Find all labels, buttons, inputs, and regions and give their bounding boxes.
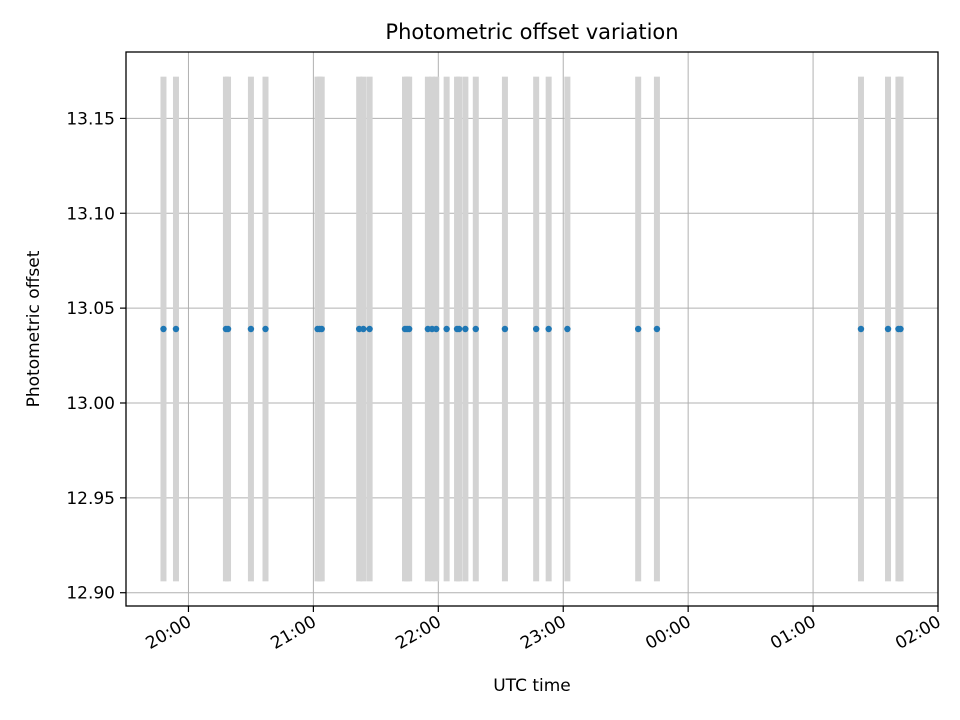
data-point <box>262 325 269 333</box>
x-axis-label: UTC time <box>493 676 571 696</box>
y-axis: 12.90 12.95 13.00 13.05 13.10 13.15 <box>66 109 126 604</box>
data-point <box>884 325 892 333</box>
plot-frame <box>125 51 939 607</box>
data-point <box>545 325 552 333</box>
y-tick-label: 13.05 <box>66 299 115 319</box>
data-point <box>857 325 865 333</box>
chart-title: Photometric offset variation <box>385 20 678 44</box>
data-point <box>318 325 325 333</box>
data-point <box>247 325 255 333</box>
y-tick-label: 13.00 <box>66 394 115 414</box>
data-point <box>455 325 463 333</box>
data-point <box>172 325 180 333</box>
data-point <box>897 325 904 333</box>
data-point <box>532 325 540 333</box>
data-point <box>501 325 509 333</box>
y-tick-label: 12.95 <box>66 489 115 509</box>
data-point <box>224 325 232 333</box>
data-point <box>462 325 469 333</box>
data-point <box>634 325 642 333</box>
y-tick-label: 12.90 <box>66 584 115 604</box>
data-point <box>433 325 440 333</box>
data-point <box>443 325 450 333</box>
data-point <box>360 325 367 333</box>
y-tick-label: 13.15 <box>66 109 115 129</box>
data-points <box>160 325 904 333</box>
data-point <box>405 325 413 333</box>
data-point <box>366 325 373 333</box>
data-point <box>472 325 479 333</box>
data-point <box>564 325 571 333</box>
data-point <box>653 325 661 333</box>
y-tick-label: 13.10 <box>66 204 115 224</box>
data-point <box>160 325 167 333</box>
y-axis-label: Photometric offset <box>24 250 44 407</box>
